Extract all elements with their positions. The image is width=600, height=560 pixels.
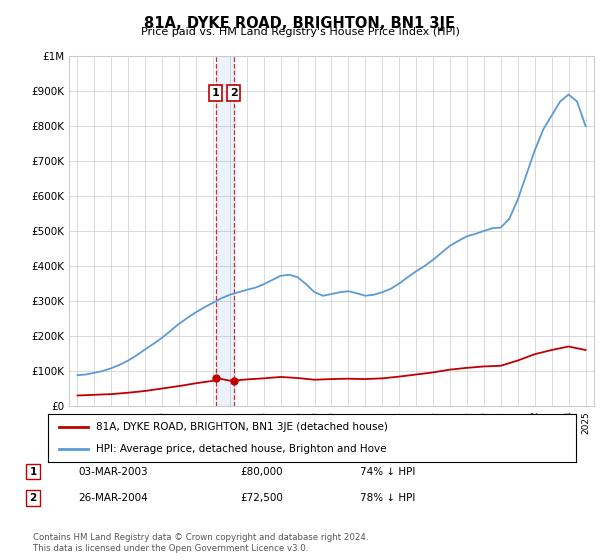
Text: 78% ↓ HPI: 78% ↓ HPI [360, 493, 415, 503]
Text: 1: 1 [212, 88, 220, 98]
Text: Contains HM Land Registry data © Crown copyright and database right 2024.
This d: Contains HM Land Registry data © Crown c… [33, 533, 368, 553]
Text: £80,000: £80,000 [240, 466, 283, 477]
Text: 81A, DYKE ROAD, BRIGHTON, BN1 3JE: 81A, DYKE ROAD, BRIGHTON, BN1 3JE [145, 16, 455, 31]
Text: 2: 2 [29, 493, 37, 503]
Text: 74% ↓ HPI: 74% ↓ HPI [360, 466, 415, 477]
Text: 26-MAR-2004: 26-MAR-2004 [78, 493, 148, 503]
Text: £72,500: £72,500 [240, 493, 283, 503]
Text: 81A, DYKE ROAD, BRIGHTON, BN1 3JE (detached house): 81A, DYKE ROAD, BRIGHTON, BN1 3JE (detac… [95, 422, 388, 432]
Text: 2: 2 [230, 88, 238, 98]
Bar [216, 56, 234, 406]
Text: Price paid vs. HM Land Registry's House Price Index (HPI): Price paid vs. HM Land Registry's House … [140, 27, 460, 37]
Text: 1: 1 [29, 466, 37, 477]
Text: 03-MAR-2003: 03-MAR-2003 [78, 466, 148, 477]
Text: HPI: Average price, detached house, Brighton and Hove: HPI: Average price, detached house, Brig… [95, 444, 386, 454]
